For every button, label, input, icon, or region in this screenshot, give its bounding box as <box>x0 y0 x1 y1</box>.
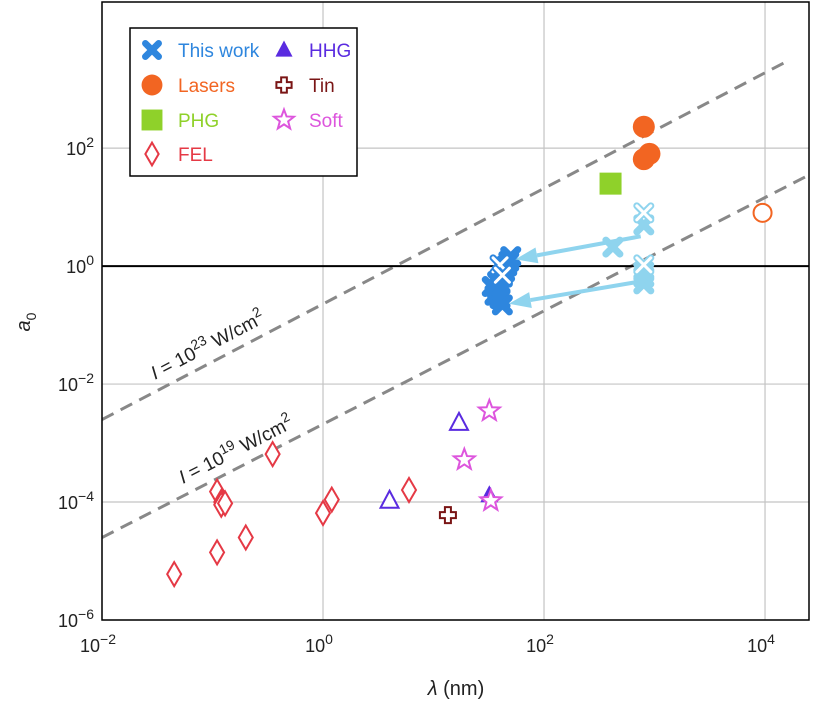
data-point-cross-open <box>438 506 457 525</box>
data-point-diamond-open <box>216 489 234 518</box>
plot-frame <box>101 1 810 621</box>
x-tick-label: 102 <box>526 631 554 656</box>
data-point-triangle-open <box>448 410 470 431</box>
data-point-diamond-open <box>264 440 281 469</box>
y-tick-label: 102 <box>66 134 94 159</box>
data-point-diamond-open <box>314 499 332 528</box>
legend-label: This work <box>178 41 260 62</box>
reference-lines <box>101 59 810 539</box>
legend-label: FEL <box>178 145 213 166</box>
data-point-x-open-inner <box>635 256 653 274</box>
y-tick-label: 10−2 <box>58 370 94 395</box>
data-point-triangle-open <box>378 488 401 509</box>
y-tick-label: 100 <box>66 252 94 277</box>
data-point-star-open <box>477 486 505 513</box>
arrow-head <box>508 292 532 308</box>
legend-marker <box>275 76 293 94</box>
data-point-x-open-inner <box>635 204 653 222</box>
data-point-circle <box>638 142 661 165</box>
legend-label: PHG <box>178 111 219 132</box>
legend-marker <box>275 40 293 57</box>
data-point-diamond-open <box>208 538 226 567</box>
data-point-circle-open <box>752 202 773 223</box>
intensity-label: I = 1023 W/cm2 <box>145 303 268 384</box>
data-points <box>166 115 773 589</box>
x-axis-label: λ (nm) <box>427 678 485 700</box>
x-tick-label: 100 <box>305 631 333 656</box>
reference-line-dashed <box>101 59 789 421</box>
legend-marker <box>141 109 163 131</box>
reference-line-dashed <box>101 173 810 539</box>
data-point-diamond-open <box>400 476 418 504</box>
legend-marker <box>141 74 163 96</box>
legend-label: Soft <box>309 111 344 132</box>
data-point-diamond-open <box>237 523 254 552</box>
data-point-square <box>599 172 622 195</box>
y-tick-label: 10−6 <box>58 606 94 631</box>
data-point-diamond-open <box>323 485 340 514</box>
legend-label: Tin <box>309 76 335 97</box>
legend-marker <box>271 106 297 131</box>
data-point-x <box>491 294 513 316</box>
data-point-circle <box>632 115 655 138</box>
legend-label: Lasers <box>178 76 235 97</box>
legend-marker <box>144 140 160 168</box>
axis-labels: λ (nm) a0 <box>13 312 484 700</box>
y-axis-label: a0 <box>13 312 39 331</box>
x-tick-label: 10−2 <box>80 631 116 656</box>
arrow-head <box>515 247 539 264</box>
legend-box <box>129 27 358 177</box>
data-point-diamond-open <box>166 560 183 589</box>
x-tick-label: 104 <box>747 631 775 656</box>
legend-marker <box>142 40 162 60</box>
legend: This work HHG Lasers Tin PHG Soft FEL <box>129 27 358 177</box>
arrow-shaft <box>536 234 642 258</box>
data-point-star-open <box>451 445 478 472</box>
arrows <box>508 234 642 308</box>
arrow-shaft <box>530 279 642 303</box>
data-point-x-open-inner <box>493 266 511 284</box>
legend-label: HHG <box>309 41 351 62</box>
y-tick-label: 10−4 <box>58 488 94 513</box>
tick-labels: 10−2 100 102 104 10−6 10−4 10−2 100 102 <box>58 134 775 656</box>
data-point-star-open <box>476 397 503 423</box>
